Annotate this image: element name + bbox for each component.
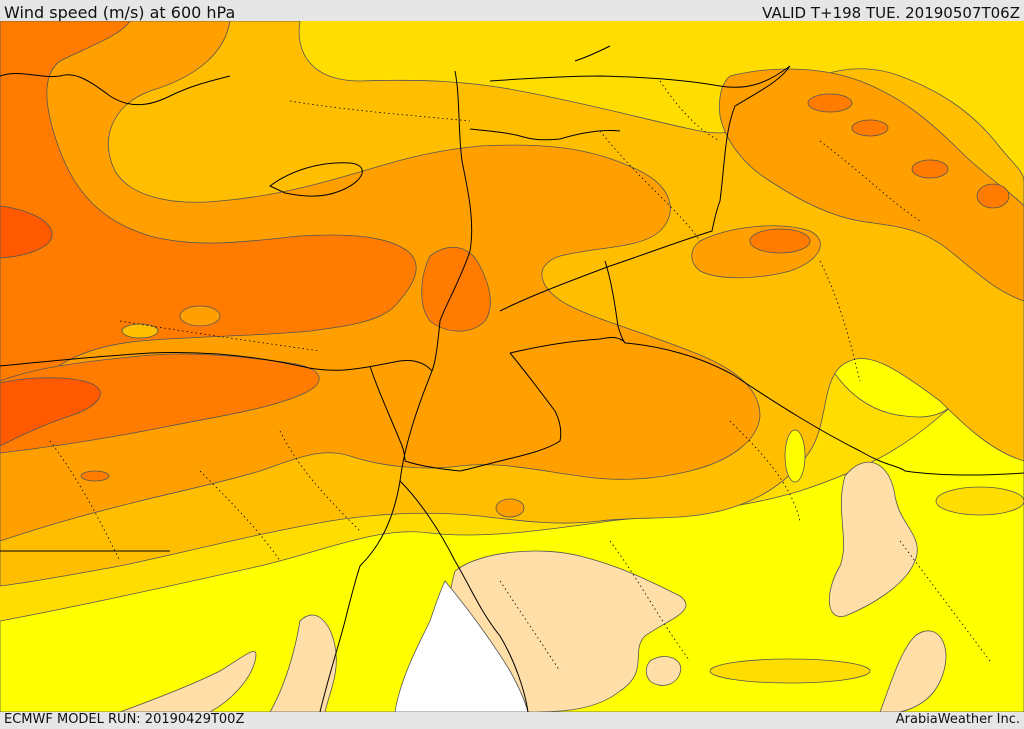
blob-8 [496,499,524,517]
blob-3 [808,94,852,112]
valid-time-label: VALID T+198 TUE. 20190507T06Z [762,4,1020,22]
credit-label: ArabiaWeather Inc. [896,712,1020,727]
footer-bar: ECMWF MODEL RUN: 20190429T00Z ArabiaWeat… [0,712,1024,729]
model-run-label: ECMWF MODEL RUN: 20190429T00Z [4,712,244,727]
blob-2 [122,324,158,338]
blob-12 [936,487,1024,515]
blob-9 [81,471,109,481]
blob-4 [852,120,888,136]
blob-5 [912,160,948,178]
blob-6 [977,184,1009,208]
blob-7 [750,229,810,253]
blob-10 [785,430,805,482]
map-title: Wind speed (m/s) at 600 hPa [4,3,235,22]
wind-speed-map [0,21,1024,712]
blob-11 [710,659,870,683]
header-bar: Wind speed (m/s) at 600 hPa VALID T+198 … [0,0,1024,21]
blob-1 [180,306,220,326]
